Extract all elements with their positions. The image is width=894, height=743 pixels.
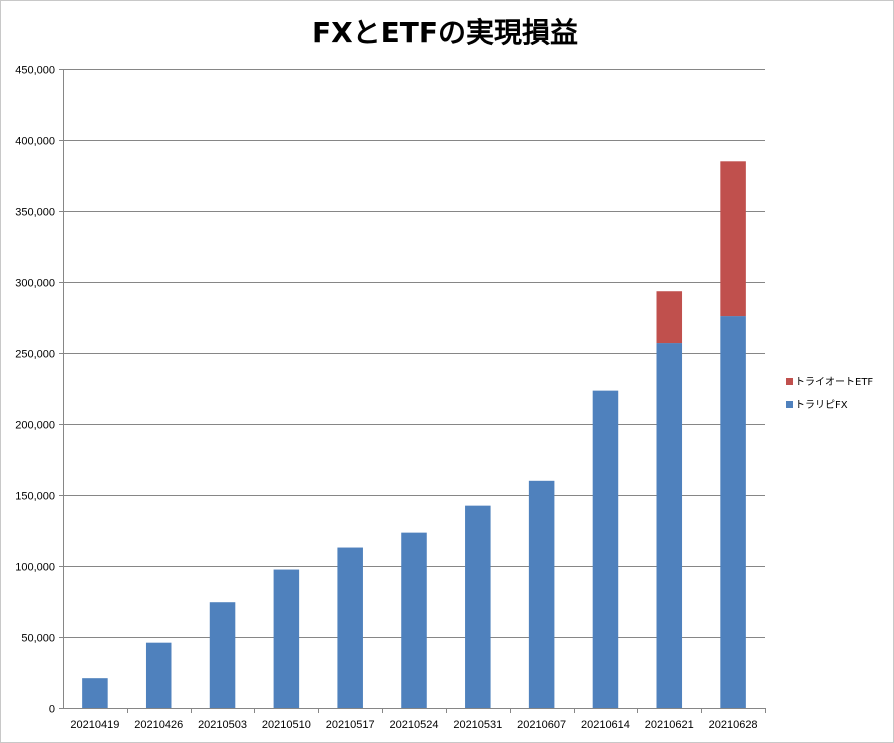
bar-segment	[401, 532, 427, 708]
legend: トライオートETF トラリピFX	[786, 376, 873, 411]
bar-segment	[273, 569, 300, 708]
x-tick-label: 20210503	[198, 719, 247, 731]
y-tick-label: 400,000	[15, 136, 55, 148]
x-tick-label: 20210517	[326, 719, 375, 731]
y-tick-label: 350,000	[15, 207, 55, 219]
legend-label: トライオートETF	[795, 376, 873, 388]
x-tick-label: 20210419	[70, 719, 119, 731]
x-tick-label: 20210614	[581, 719, 630, 731]
y-tick-label: 0	[49, 704, 55, 716]
legend-swatch	[786, 401, 793, 408]
legend-label: トラリピFX	[795, 399, 848, 411]
y-tick-label: 100,000	[15, 562, 55, 574]
x-tick-label: 20210607	[517, 719, 566, 731]
bar-segment	[209, 602, 236, 708]
x-tick-label: 20210621	[645, 719, 694, 731]
x-tick-label: 20210628	[709, 719, 758, 731]
bar-segment	[720, 316, 746, 708]
bars	[82, 161, 746, 708]
bar-segment	[82, 678, 108, 708]
y-tick-label: 150,000	[15, 491, 55, 503]
x-tick-label: 20210531	[453, 719, 502, 731]
bar-segment	[528, 480, 555, 708]
bar-segment	[720, 161, 746, 317]
y-tick-label: 450,000	[15, 65, 55, 77]
y-tick-label: 250,000	[15, 349, 55, 361]
x-tick-label: 20210524	[390, 719, 439, 731]
y-tick-label: 50,000	[21, 633, 55, 645]
chart-title: FXとETFの実現損益	[312, 16, 578, 49]
x-tick-label: 20210510	[262, 719, 311, 731]
bar-segment	[656, 291, 683, 344]
bar-segment	[592, 390, 619, 708]
y-axis: 0 50,000 100,000 150,000 200,000 250,000 300,0…	[15, 65, 64, 716]
bar-segment	[465, 505, 491, 708]
bar-segment	[656, 343, 683, 708]
y-tick-label: 200,000	[15, 420, 55, 432]
y-tick-label: 300,000	[15, 278, 55, 290]
legend-swatch	[786, 378, 793, 385]
bar-segment	[337, 547, 363, 708]
bar-segment	[145, 642, 172, 708]
x-axis: 20210419 20210426 20210503 20210510 20210517…	[63, 708, 766, 731]
x-tick-label: 20210426	[134, 719, 183, 731]
